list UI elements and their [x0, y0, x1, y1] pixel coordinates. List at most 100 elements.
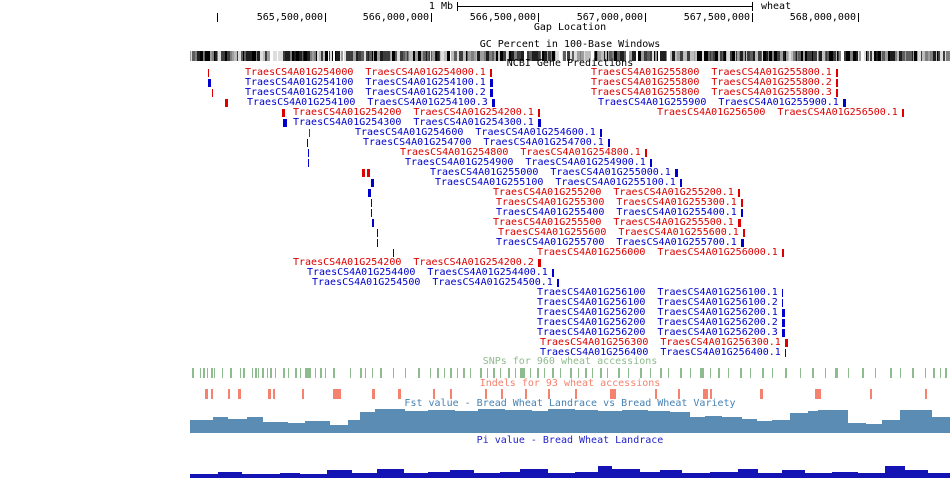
gene-item[interactable]: TraesCS4A01G254100 TraesCS4A01G254100.2 — [245, 88, 493, 98]
gene-label[interactable]: TraesCS4A01G256300 TraesCS4A01G256300.1 — [540, 337, 781, 348]
gene-item[interactable]: TraesCS4A01G254200 TraesCS4A01G254200.2 — [293, 258, 541, 268]
gene-item[interactable]: TraesCS4A01G255000 TraesCS4A01G255000.1 — [430, 168, 678, 178]
gene-item[interactable]: TraesCS4A01G254200 TraesCS4A01G254200.1 — [293, 108, 540, 118]
gene-label[interactable]: TraesCS4A01G254200 TraesCS4A01G254200.2 — [293, 257, 534, 268]
gene-label[interactable]: TraesCS4A01G254100 TraesCS4A01G254100.1 — [245, 77, 486, 88]
gene-item[interactable]: TraesCS4A01G256200 TraesCS4A01G256200.2 — [537, 318, 785, 328]
gene-item[interactable]: TraesCS4A01G255300 TraesCS4A01G255300.1 — [496, 198, 743, 208]
gene-label[interactable]: TraesCS4A01G256100 TraesCS4A01G256100.2 — [537, 297, 778, 308]
gene-item[interactable]: TraesCS4A01G255700 TraesCS4A01G255700.1 — [496, 238, 744, 248]
snp-tick — [203, 368, 205, 378]
gene-label[interactable]: TraesCS4A01G255800 TraesCS4A01G255800.2 — [591, 77, 832, 88]
gene-end-tick — [537, 119, 541, 127]
snp-tick — [537, 368, 539, 378]
gene-label[interactable]: TraesCS4A01G256200 TraesCS4A01G256200.2 — [537, 317, 778, 328]
gene-label[interactable]: TraesCS4A01G254400 TraesCS4A01G254400.1 — [307, 267, 548, 278]
gc-percent-track[interactable] — [190, 51, 950, 61]
gene-end-tick — [491, 99, 495, 107]
gene-label[interactable]: TraesCS4A01G255600 TraesCS4A01G255600.1 — [498, 227, 739, 238]
gene-item[interactable]: TraesCS4A01G255900 TraesCS4A01G255900.1 — [598, 98, 846, 108]
gene-label[interactable]: TraesCS4A01G255000 TraesCS4A01G255000.1 — [430, 167, 671, 178]
gene-label[interactable]: TraesCS4A01G254600 TraesCS4A01G254600.1 — [355, 127, 596, 138]
gene-label[interactable]: TraesCS4A01G255800 TraesCS4A01G255800.1 — [591, 67, 832, 78]
gene-item[interactable]: TraesCS4A01G254600 TraesCS4A01G254600.1 — [355, 128, 602, 138]
snp-tick — [283, 368, 285, 378]
gene-end-tick — [784, 339, 788, 347]
snp-tick — [607, 368, 608, 378]
gene-item[interactable]: TraesCS4A01G254000 TraesCS4A01G254000.1 — [245, 68, 492, 78]
pi-area-chart[interactable] — [190, 462, 950, 478]
gene-item[interactable]: TraesCS4A01G254300 TraesCS4A01G254300.1 — [293, 118, 541, 128]
gene-item[interactable]: TraesCS4A01G256100 TraesCS4A01G256100.2 — [537, 298, 783, 308]
snp-tick — [275, 368, 276, 378]
gene-label[interactable]: TraesCS4A01G255700 TraesCS4A01G255700.1 — [496, 237, 737, 248]
gene-label[interactable]: TraesCS4A01G254300 TraesCS4A01G254300.1 — [293, 117, 534, 128]
gene-label[interactable]: TraesCS4A01G255300 TraesCS4A01G255300.1 — [496, 197, 737, 208]
gene-item[interactable]: TraesCS4A01G254400 TraesCS4A01G254400.1 — [307, 268, 554, 278]
gene-label[interactable]: TraesCS4A01G255500 TraesCS4A01G255500.1 — [493, 217, 734, 228]
gene-item[interactable]: TraesCS4A01G256500 TraesCS4A01G256500.1 — [657, 108, 904, 118]
gene-label[interactable]: TraesCS4A01G254700 TraesCS4A01G254700.1 — [363, 137, 604, 148]
gene-item[interactable]: TraesCS4A01G255200 TraesCS4A01G255200.1 — [493, 188, 740, 198]
gene-item[interactable]: TraesCS4A01G254500 TraesCS4A01G254500.1 — [312, 278, 559, 288]
gene-label[interactable]: TraesCS4A01G254000 TraesCS4A01G254000.1 — [245, 67, 486, 78]
gene-label[interactable]: TraesCS4A01G256100 TraesCS4A01G256100.1 — [537, 287, 778, 298]
gene-item[interactable]: TraesCS4A01G255500 TraesCS4A01G255500.1 — [493, 218, 741, 228]
snp-tick — [240, 368, 241, 378]
gene-position-tick — [309, 129, 310, 137]
gene-label[interactable]: TraesCS4A01G256400 TraesCS4A01G256400.1 — [540, 347, 781, 358]
scale-bar-right-cap — [752, 2, 753, 11]
indel-tick — [433, 389, 435, 399]
snp-track-label: SNPs for 960 wheat accessions — [482, 356, 658, 367]
snp-tick — [933, 368, 935, 378]
gene-item[interactable]: TraesCS4A01G256400 TraesCS4A01G256400.1 — [540, 348, 786, 358]
gene-position-tick — [308, 159, 309, 167]
gene-item[interactable]: TraesCS4A01G256200 TraesCS4A01G256200.1 — [537, 308, 785, 318]
gene-item[interactable]: TraesCS4A01G255600 TraesCS4A01G255600.1 — [498, 228, 745, 238]
gene-label[interactable]: TraesCS4A01G255100 TraesCS4A01G255100.1 — [435, 177, 676, 188]
gene-item[interactable]: TraesCS4A01G254100 TraesCS4A01G254100.1 — [245, 78, 493, 88]
gene-label[interactable]: TraesCS4A01G255800 TraesCS4A01G255800.3 — [591, 87, 832, 98]
indel-tick — [703, 389, 708, 399]
indel-tick — [610, 389, 616, 399]
coordinate-label: 565,500,000 — [256, 12, 323, 23]
gene-label[interactable]: TraesCS4A01G254200 TraesCS4A01G254200.1 — [293, 107, 534, 118]
gene-label[interactable]: TraesCS4A01G256500 TraesCS4A01G256500.1 — [657, 107, 898, 118]
gene-label[interactable]: TraesCS4A01G255400 TraesCS4A01G255400.1 — [496, 207, 737, 218]
gene-label[interactable]: TraesCS4A01G256200 TraesCS4A01G256200.3 — [537, 327, 778, 338]
gene-label[interactable]: TraesCS4A01G256000 TraesCS4A01G256000.1 — [537, 247, 778, 258]
indel-tick — [925, 389, 927, 399]
gene-item[interactable]: TraesCS4A01G255800 TraesCS4A01G255800.1 — [591, 68, 838, 78]
gene-position-tick — [371, 199, 372, 207]
gene-item[interactable]: TraesCS4A01G254800 TraesCS4A01G254800.1 — [400, 148, 647, 158]
snp-tick — [267, 368, 268, 378]
indel-tick — [238, 389, 241, 399]
gene-item[interactable]: TraesCS4A01G255400 TraesCS4A01G255400.1 — [496, 208, 743, 218]
fst-area-chart[interactable] — [190, 408, 950, 433]
gene-item[interactable]: TraesCS4A01G254900 TraesCS4A01G254900.1 — [405, 158, 652, 168]
gene-item[interactable]: TraesCS4A01G255800 TraesCS4A01G255800.2 — [591, 78, 838, 88]
gene-label[interactable]: TraesCS4A01G255200 TraesCS4A01G255200.1 — [493, 187, 734, 198]
gene-item[interactable]: TraesCS4A01G256200 TraesCS4A01G256200.3 — [537, 328, 785, 338]
gene-label[interactable]: TraesCS4A01G256200 TraesCS4A01G256200.1 — [537, 307, 778, 318]
gene-item[interactable]: TraesCS4A01G255100 TraesCS4A01G255100.1 — [435, 178, 682, 188]
gene-item[interactable]: TraesCS4A01G254100 TraesCS4A01G254100.3 — [247, 98, 495, 108]
snp-tick — [252, 368, 253, 378]
snp-tick — [660, 368, 662, 378]
gene-label[interactable]: TraesCS4A01G254800 TraesCS4A01G254800.1 — [400, 147, 641, 158]
gene-item[interactable]: TraesCS4A01G256100 TraesCS4A01G256100.1 — [537, 288, 783, 298]
gene-item[interactable]: TraesCS4A01G256000 TraesCS4A01G256000.1 — [537, 248, 784, 258]
gene-item[interactable]: TraesCS4A01G256300 TraesCS4A01G256300.1 — [540, 338, 788, 348]
gene-item[interactable]: TraesCS4A01G254700 TraesCS4A01G254700.1 — [363, 138, 610, 148]
snp-tick — [530, 368, 531, 378]
gene-label[interactable]: TraesCS4A01G254900 TraesCS4A01G254900.1 — [405, 157, 646, 168]
snp-tick — [450, 368, 452, 378]
gene-label[interactable]: TraesCS4A01G254500 TraesCS4A01G254500.1 — [312, 277, 553, 288]
gene-label[interactable]: TraesCS4A01G254100 TraesCS4A01G254100.3 — [247, 97, 488, 108]
gene-label[interactable]: TraesCS4A01G255900 TraesCS4A01G255900.1 — [598, 97, 839, 108]
gene-item[interactable]: TraesCS4A01G255800 TraesCS4A01G255800.3 — [591, 88, 838, 98]
gene-end-tick — [644, 149, 647, 157]
gene-label[interactable]: TraesCS4A01G254100 TraesCS4A01G254100.2 — [245, 87, 486, 98]
coordinate-tick — [538, 13, 539, 22]
coordinate-tick — [645, 13, 646, 22]
